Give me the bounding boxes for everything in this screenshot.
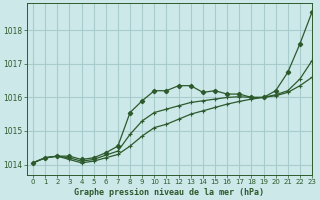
- X-axis label: Graphe pression niveau de la mer (hPa): Graphe pression niveau de la mer (hPa): [75, 188, 265, 197]
